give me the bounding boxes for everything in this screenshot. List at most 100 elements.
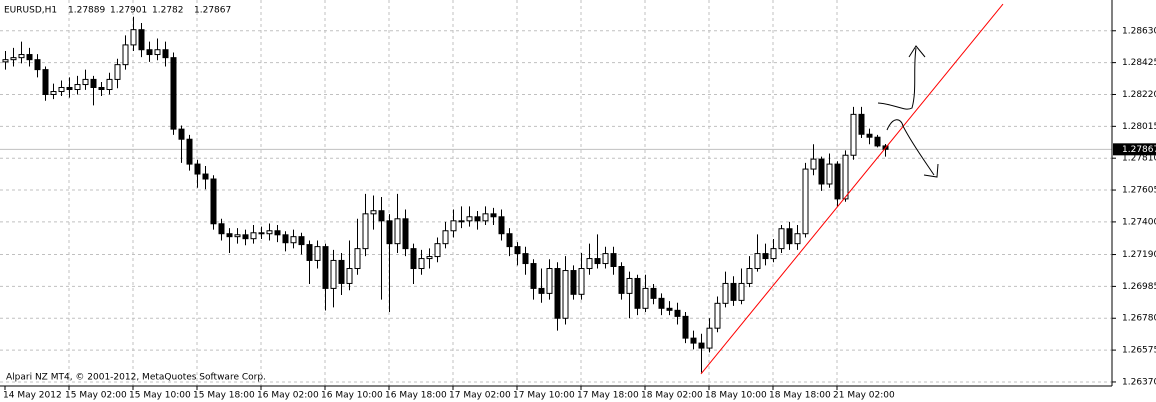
candle-body <box>858 113 865 135</box>
candle-body <box>586 258 593 270</box>
candle-body <box>306 244 313 261</box>
hand-arrow <box>886 119 935 176</box>
candle-body <box>682 315 689 339</box>
x-tick-label: 18 May 10:00 <box>705 391 767 401</box>
candle-body <box>626 277 633 294</box>
candle-body <box>194 163 201 175</box>
candle-body <box>66 86 73 91</box>
candle-body <box>10 57 17 61</box>
candle-body <box>50 91 57 95</box>
candle-body <box>394 218 401 245</box>
candle-body <box>530 263 537 289</box>
candle-body <box>202 173 209 180</box>
candle-body <box>314 246 321 261</box>
y-tick-label: 1.27400 <box>1122 217 1156 227</box>
y-tick-label: 1.28220 <box>1122 90 1156 100</box>
candle-body <box>474 216 481 222</box>
y-tick-label: 1.27605 <box>1122 186 1156 196</box>
hand-arrow <box>877 47 917 110</box>
current-price-box <box>1113 143 1156 156</box>
candle-body <box>210 178 217 225</box>
candle-body <box>186 138 193 165</box>
header-low: 1.2782 <box>152 6 184 16</box>
footer: Alpari NZ MT4, © 2001-2012, MetaQuotes S… <box>6 373 266 383</box>
candle-body <box>578 268 585 295</box>
x-tick-label: 17 May 10:00 <box>513 391 575 401</box>
candle-body <box>762 253 769 260</box>
candle-body <box>658 297 665 309</box>
candle-body <box>258 232 265 235</box>
candle-body <box>786 228 793 245</box>
candle-body <box>818 158 825 185</box>
candle-body <box>138 29 145 51</box>
header-open: 1.27889 <box>68 6 105 16</box>
candle-body <box>402 218 409 250</box>
candle-body <box>242 234 249 240</box>
y-tick-label: 1.27190 <box>1122 250 1156 260</box>
candle-body <box>154 49 161 56</box>
candle-body <box>754 253 761 270</box>
candle-body <box>106 78 113 91</box>
candle-body <box>250 232 257 240</box>
candle-body <box>338 259 345 284</box>
y-tick-label: 1.26985 <box>1122 282 1156 292</box>
y-tick-label: 1.28015 <box>1122 122 1156 132</box>
candle-body <box>810 158 817 170</box>
candle-body <box>690 337 697 344</box>
candle-body <box>698 342 705 349</box>
candle-body <box>410 248 417 270</box>
candle-body <box>874 136 881 147</box>
candle-body <box>666 307 673 311</box>
candle-body <box>594 258 601 265</box>
y-tick-label: 1.26575 <box>1122 346 1156 356</box>
candle-body <box>706 327 713 349</box>
candle-body <box>226 233 233 238</box>
candle-body <box>546 268 553 294</box>
x-tick-label: 17 May 18:00 <box>577 391 639 401</box>
candle-body <box>570 270 577 295</box>
current-price-label: 1.27867 <box>1122 145 1156 155</box>
candle-body <box>650 287 657 299</box>
candle-body <box>442 230 449 245</box>
candle-body <box>610 253 617 268</box>
y-tick-label: 1.26370 <box>1122 377 1156 387</box>
candle-body <box>642 287 649 309</box>
candle-body <box>506 233 513 248</box>
candle-body <box>834 163 841 200</box>
candle-body <box>482 213 489 222</box>
candle-body <box>346 268 353 284</box>
candle-body <box>122 44 129 66</box>
candle-body <box>26 54 33 61</box>
candle-body <box>386 220 393 245</box>
plot-area <box>2 3 1004 375</box>
trendline <box>700 3 1004 375</box>
candle-body <box>418 258 425 270</box>
candle-body <box>850 113 857 156</box>
candle-body <box>450 220 457 232</box>
candle-body <box>282 234 289 244</box>
candle-body <box>842 154 849 200</box>
candle-body <box>378 210 385 222</box>
candle-body <box>602 253 609 265</box>
hand-arrowhead <box>923 163 939 178</box>
candle-body <box>514 246 521 255</box>
candle-body <box>370 210 377 215</box>
candle-body <box>362 213 369 250</box>
candle-body <box>330 259 337 289</box>
candle-body <box>538 287 545 294</box>
y-tick-label: 1.27810 <box>1122 154 1156 164</box>
candle-body <box>634 277 641 309</box>
candle-body <box>722 282 729 304</box>
candle-body <box>178 128 185 140</box>
candle-body <box>290 236 297 244</box>
x-tick-label: 21 May 02:00 <box>833 391 895 401</box>
candle-body <box>170 57 177 130</box>
x-tick-label: 15 May 02:00 <box>65 391 127 401</box>
candle-body <box>794 233 801 245</box>
candle-body <box>730 282 737 301</box>
x-tick-label: 16 May 02:00 <box>257 391 319 401</box>
candle-body <box>42 69 49 95</box>
candle-body <box>18 54 25 59</box>
candle-body <box>522 253 529 265</box>
x-tick-label: 14 May 2012 <box>3 391 62 401</box>
